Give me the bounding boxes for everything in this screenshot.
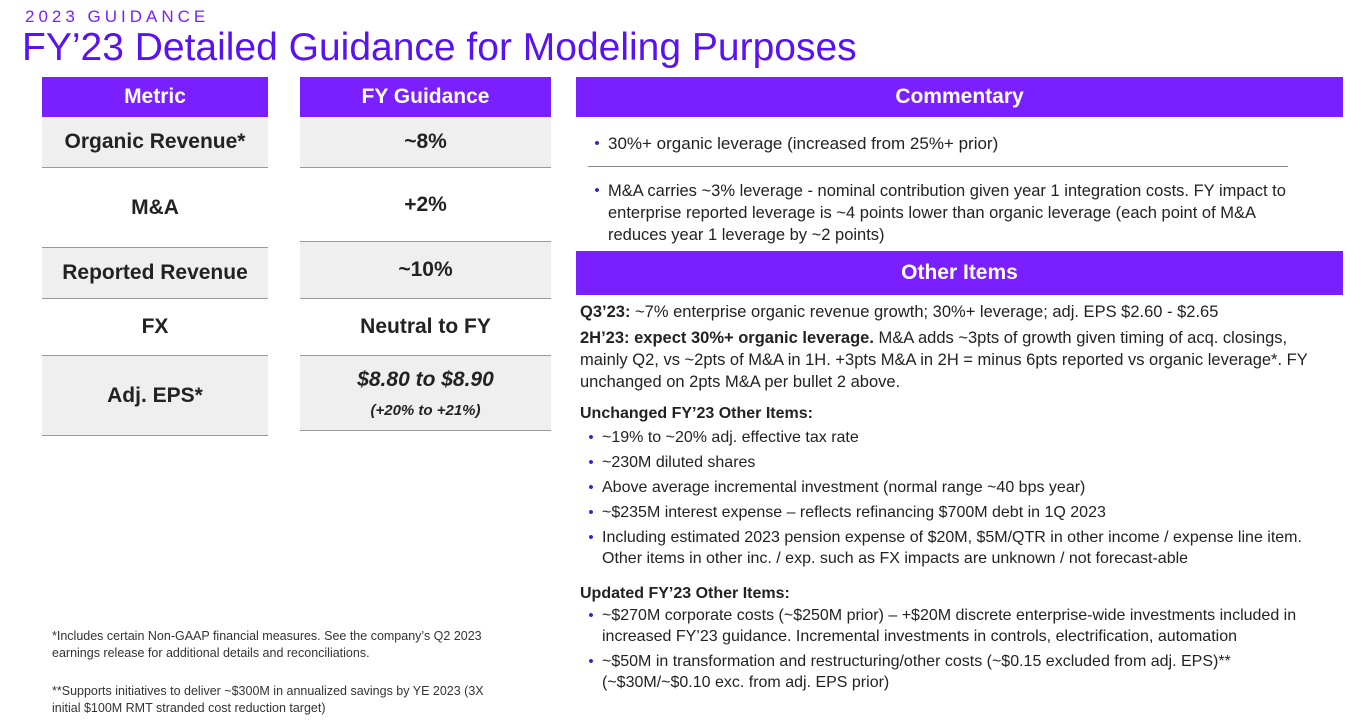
updated-list: • ~$270M corporate costs (~$250M prior) –…	[580, 605, 1345, 693]
eps-guidance-cell: $8.80 to $8.90 (+20% to +21%)	[300, 356, 551, 431]
list-item: • ~19% to ~20% adj. effective tax rate	[580, 427, 1345, 448]
list-item: • ~$270M corporate costs (~$250M prior) –…	[580, 605, 1325, 647]
bullet-icon: •	[588, 504, 594, 521]
metric-cell: Organic Revenue*	[42, 117, 268, 168]
q3-line: Q3’23: ~7% enterprise organic revenue gr…	[580, 301, 1345, 323]
q3-label: Q3’23:	[580, 303, 631, 321]
unchanged-list: • ~19% to ~20% adj. effective tax rate • ~…	[580, 427, 1345, 569]
page-title: FY’23 Detailed Guidance for Modeling Pur…	[22, 26, 857, 69]
divider	[588, 166, 1288, 167]
list-item-text: ~$235M interest expense – reflects refin…	[602, 504, 1106, 521]
commentary-bullet-1: • 30%+ organic leverage (increased from 2…	[576, 133, 1341, 155]
list-item: • Above average incremental investment (n…	[580, 477, 1345, 498]
bullet-icon: •	[594, 182, 600, 199]
eps-guidance-growth: (+20% to +21%)	[370, 401, 481, 419]
list-item: • Including estimated 2023 pension expens…	[580, 527, 1340, 569]
metric-cell: Reported Revenue	[42, 248, 268, 299]
bullet-icon: •	[588, 529, 594, 546]
list-item: • ~230M diluted shares	[580, 452, 1345, 473]
h2-label: 2H’23: expect 30%+ organic leverage.	[580, 329, 874, 347]
bullet-icon: •	[588, 429, 594, 446]
guidance-header: FY Guidance	[300, 77, 551, 117]
metric-cell: M&A	[42, 168, 268, 248]
list-item-text: ~19% to ~20% adj. effective tax rate	[602, 429, 859, 446]
list-item-text: ~$50M in transformation and restructurin…	[602, 653, 1231, 691]
guidance-cell: +2%	[300, 168, 551, 242]
commentary-text: 30%+ organic leverage (increased from 25…	[608, 134, 999, 153]
guidance-cell: Neutral to FY	[300, 299, 551, 356]
list-item-text: Including estimated 2023 pension expense…	[602, 529, 1302, 567]
footnote-1: *Includes certain Non-GAAP financial mea…	[52, 629, 482, 660]
h2-text: M&A adds ~3pts of growth given timing of…	[580, 329, 1308, 391]
other-items-body: Q3’23: ~7% enterprise organic revenue gr…	[580, 301, 1345, 693]
list-item-text: Above average incremental investment (no…	[602, 479, 1086, 496]
bullet-icon: •	[588, 479, 594, 496]
list-item-text: ~$270M corporate costs (~$250M prior) – …	[602, 607, 1297, 645]
eyebrow: 2023 GUIDANCE	[25, 7, 210, 26]
bullet-icon: •	[594, 135, 600, 152]
commentary-text: M&A carries ~3% leverage - nominal contr…	[608, 182, 1286, 244]
q3-text: ~7% enterprise organic revenue growth; 3…	[630, 303, 1219, 321]
bullet-icon: •	[588, 454, 594, 471]
list-item: • ~$50M in transformation and restructuri…	[580, 651, 1315, 693]
eps-guidance-value: $8.80 to $8.90	[357, 367, 494, 391]
list-item-text: ~230M diluted shares	[602, 454, 756, 471]
other-items-header: Other Items	[576, 251, 1343, 295]
guidance-cell: ~8%	[300, 117, 551, 168]
bullet-icon: •	[588, 653, 594, 670]
unchanged-title: Unchanged FY’23 Other Items:	[580, 405, 813, 422]
footnote-2: **Supports initiatives to deliver ~$300M…	[52, 684, 484, 715]
guidance-cell: ~10%	[300, 242, 551, 299]
bullet-icon: •	[588, 607, 594, 624]
updated-title: Updated FY’23 Other Items:	[580, 585, 790, 602]
metric-cell: FX	[42, 299, 268, 356]
metric-cell: Adj. EPS*	[42, 356, 268, 436]
commentary-bullet-2: • M&A carries ~3% leverage - nominal cont…	[576, 180, 1316, 246]
commentary-header: Commentary	[576, 77, 1343, 117]
list-item: • ~$235M interest expense – reflects refi…	[580, 502, 1345, 523]
metric-header: Metric	[42, 77, 268, 117]
h2-paragraph: 2H’23: expect 30%+ organic leverage. M&A…	[580, 327, 1320, 393]
